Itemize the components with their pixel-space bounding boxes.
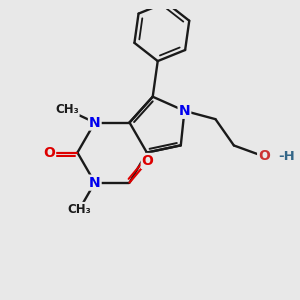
Text: CH₃: CH₃ — [55, 103, 79, 116]
Text: N: N — [178, 104, 190, 118]
Text: N: N — [89, 116, 100, 130]
Text: N: N — [89, 176, 100, 190]
Text: O: O — [43, 146, 55, 160]
Text: -H: -H — [278, 150, 295, 163]
Text: CH₃: CH₃ — [68, 203, 91, 216]
Text: O: O — [258, 149, 270, 164]
Text: O: O — [142, 154, 154, 168]
